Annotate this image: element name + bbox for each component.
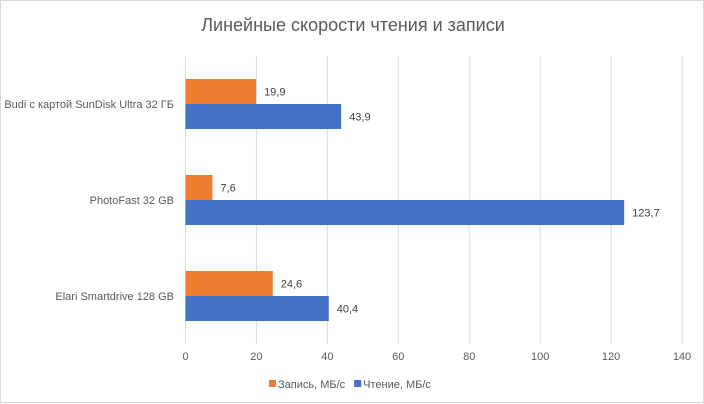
bar-read	[185, 296, 329, 321]
x-tick-label: 80	[463, 351, 475, 363]
bar-write	[185, 175, 213, 200]
bar-read	[185, 200, 625, 225]
bar-write	[185, 271, 273, 296]
x-tick-label: 100	[531, 351, 549, 363]
bar-read	[185, 104, 342, 129]
x-tick-label: 0	[182, 351, 188, 363]
legend-swatch	[354, 380, 362, 387]
legend-swatch	[269, 380, 276, 387]
x-tick-label: 60	[392, 351, 404, 363]
category-label: Elari Smartdrive 128 GB	[55, 291, 174, 303]
data-label: 40,4	[337, 304, 358, 316]
data-label: 19,9	[264, 87, 285, 99]
data-label: 24,6	[281, 279, 302, 291]
x-tick-label: 40	[321, 351, 333, 363]
chart-title: Линейные скорости чтения и записи	[201, 15, 505, 35]
data-label: 43,9	[349, 112, 370, 124]
data-label: 123,7	[632, 208, 660, 220]
bar-write	[185, 79, 257, 104]
legend-label: Запись, МБ/с	[278, 379, 346, 391]
category-label: Budi с картой SunDisk Ultra 32 ГБ	[4, 99, 174, 111]
x-tick-label: 120	[602, 351, 620, 363]
category-label: PhotoFast 32 GB	[90, 195, 174, 207]
x-tick-label: 140	[673, 351, 691, 363]
legend-label: Чтение, МБ/с	[363, 379, 431, 391]
data-label: 7,6	[220, 183, 235, 195]
x-tick-label: 20	[250, 351, 262, 363]
